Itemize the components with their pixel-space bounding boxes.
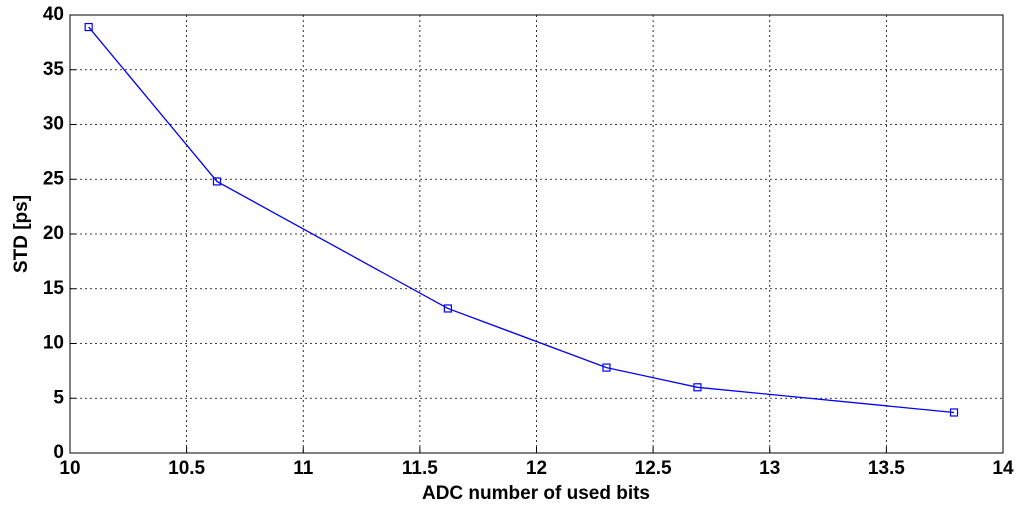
x-tick-label: 11.5	[402, 458, 438, 479]
x-tick-label: 12.5	[635, 458, 672, 479]
data-marker	[693, 383, 702, 392]
y-tick-label: 30	[43, 114, 64, 135]
data-marker	[602, 363, 611, 372]
y-tick-label: 15	[43, 278, 65, 299]
x-tick-label: 12	[526, 458, 547, 479]
data-marker	[443, 304, 452, 313]
y-axis-label: STD [ps]	[11, 195, 32, 273]
y-tick-label: 0	[53, 442, 64, 463]
y-tick-label: 5	[53, 387, 64, 408]
y-tick-label: 20	[43, 223, 64, 244]
y-tick-label: 25	[43, 168, 65, 189]
x-tick-label: 14	[992, 458, 1014, 479]
plot-frame	[69, 14, 1004, 454]
x-tick-label: 11	[293, 458, 314, 479]
x-tick-label: 13.5	[868, 458, 905, 479]
y-tick-label: 40	[43, 4, 64, 25]
x-tick-label: 10	[59, 458, 80, 479]
x-axis-label: ADC number of used bits	[422, 483, 650, 504]
data-marker	[212, 177, 222, 186]
data-line	[88, 26, 955, 414]
y-tick-label: 35	[43, 59, 65, 80]
y-tick-label: 10	[43, 333, 64, 354]
data-marker	[84, 22, 93, 32]
data-marker	[949, 408, 959, 417]
x-tick-label: 10.5	[168, 458, 205, 479]
x-tick-label: 13	[759, 458, 780, 479]
